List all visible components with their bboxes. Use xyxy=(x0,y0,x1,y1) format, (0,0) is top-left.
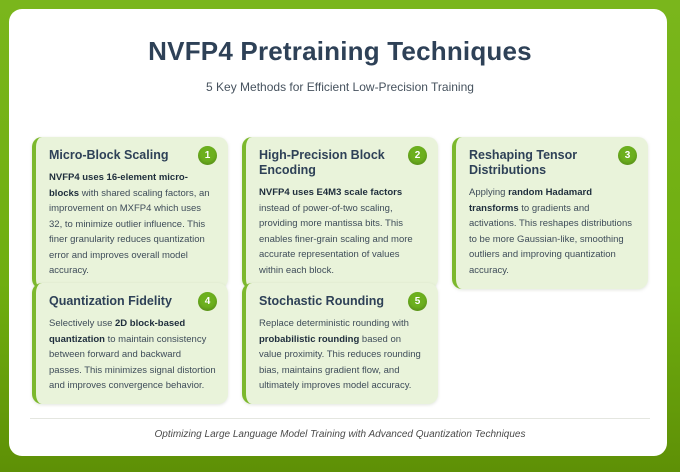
card-body: Selectively use 2D block-based quantizat… xyxy=(49,316,216,394)
page-title: NVFP4 Pretraining Techniques xyxy=(148,36,532,66)
card-title: Stochastic Rounding xyxy=(259,294,384,308)
card-number-badge: 2 xyxy=(408,146,427,165)
card-title: Micro-Block Scaling xyxy=(49,148,169,162)
card-body-text: Applying xyxy=(469,187,509,198)
card-high-precision-block-encoding: 2 High-Precision Block Encoding NVFP4 us… xyxy=(242,137,438,289)
card-body-bold-text: probabilistic rounding xyxy=(259,333,360,345)
card-title: High-Precision Block Encoding xyxy=(259,148,385,177)
card-number-badge: 1 xyxy=(198,146,217,165)
card-body-text: to gradients and activations. This resha… xyxy=(469,202,632,276)
card-micro-block-scaling: 1 Micro-Block Scaling NVFP4 uses 16-elem… xyxy=(32,137,228,289)
card-number-badge: 5 xyxy=(408,292,427,311)
page-subtitle: 5 Key Methods for Efficient Low-Precisio… xyxy=(206,80,474,94)
card-body-bold-text: 2D block-based quantization xyxy=(49,318,186,345)
card-body-bold-text: NVFP4 uses 16-element micro-blocks xyxy=(49,172,188,199)
card-quantization-fidelity: 4 Quantization Fidelity Selectively use … xyxy=(32,283,228,404)
card-body: Applying random Hadamard transforms to g… xyxy=(469,185,636,278)
cards-row-1: 1 Micro-Block Scaling NVFP4 uses 16-elem… xyxy=(32,137,648,289)
card-number-badge: 4 xyxy=(198,292,217,311)
card-body-text: Selectively use xyxy=(49,318,116,329)
card-title: Quantization Fidelity xyxy=(49,294,172,308)
card-body-bold-text: NVFP4 uses E4M3 scale factors xyxy=(259,187,403,198)
card-body-text: Replace deterministic rounding with xyxy=(259,318,409,329)
card-body-text: with shared scaling factors, an improvem… xyxy=(49,187,210,277)
card-body-text: based on value proximity. This reduces r… xyxy=(259,333,421,392)
card-number-badge: 3 xyxy=(618,146,637,165)
card-body-text: to maintain consistency between forward … xyxy=(49,333,216,392)
card-body: NVFP4 uses E4M3 scale factors instead of… xyxy=(259,185,426,278)
card-stochastic-rounding: 5 Stochastic Rounding Replace determinis… xyxy=(242,283,438,404)
card-reshaping-tensor-distributions: 3 Reshaping Tensor Distributions Applyin… xyxy=(452,137,648,289)
card-body: Replace deterministic rounding with prob… xyxy=(259,316,426,394)
card-body: NVFP4 uses 16-element micro-blocks with … xyxy=(49,170,216,279)
card-body-bold-text: random Hadamard transforms xyxy=(469,187,593,214)
card-title: Reshaping Tensor Distributions xyxy=(469,148,578,177)
footer-divider xyxy=(30,418,650,419)
cards-row-2: 4 Quantization Fidelity Selectively use … xyxy=(32,283,648,404)
card-body-text: instead of power-of-two scaling, providi… xyxy=(259,202,413,276)
footer-note: Optimizing Large Language Model Training… xyxy=(154,429,526,440)
